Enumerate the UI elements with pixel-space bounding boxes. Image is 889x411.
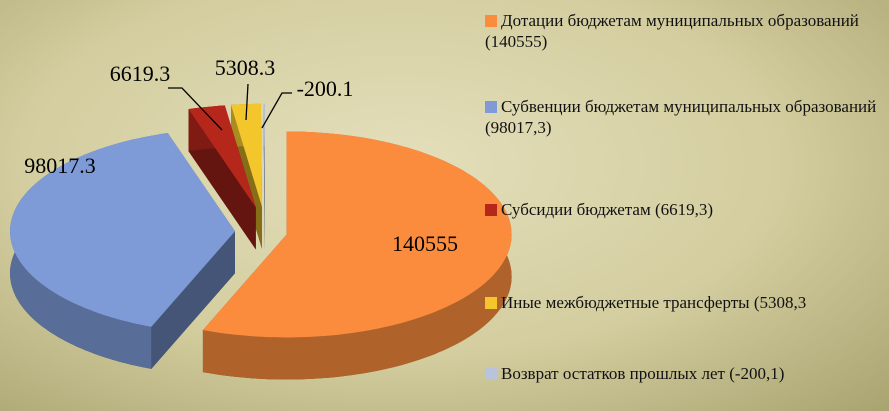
slice — [188, 105, 256, 208]
slice — [202, 131, 512, 338]
legend-label: Субвенции бюджетам муниципальных образов… — [485, 97, 877, 137]
data-label: 98017.3 — [24, 153, 96, 178]
slice — [231, 103, 262, 207]
legend-label: Возврат остатков прошлых лет (-200,1) — [501, 364, 785, 383]
legend-label: Субсидии бюджетам (6619,3) — [501, 200, 714, 219]
legend-label: Иные межбюджетные трансферты (5308,3 — [501, 293, 807, 312]
leader-line — [261, 92, 292, 129]
data-label: 5308.3 — [215, 55, 276, 80]
legend-item: Иные межбюджетные трансферты (5308,3 — [485, 292, 885, 313]
leader-line — [245, 83, 249, 121]
legend-item: Возврат остатков прошлых лет (-200,1) — [485, 363, 885, 384]
data-label: 140555 — [392, 231, 458, 256]
leader-line — [168, 87, 223, 131]
legend-swatch — [485, 15, 497, 27]
data-label: 6619.3 — [110, 61, 171, 86]
slice — [263, 103, 265, 207]
legend-item: Субвенции бюджетам муниципальных образов… — [485, 96, 885, 138]
legend-swatch — [485, 368, 497, 380]
legend-label: Дотации бюджетам муниципальных образован… — [485, 11, 859, 51]
data-label: -200.1 — [297, 76, 354, 101]
legend-swatch — [485, 297, 497, 309]
legend-swatch — [485, 204, 497, 216]
slice — [10, 133, 235, 327]
legend-item: Дотации бюджетам муниципальных образован… — [485, 10, 885, 52]
slice-wall — [151, 231, 235, 369]
legend-swatch — [485, 101, 497, 113]
legend-item: Субсидии бюджетам (6619,3) — [485, 199, 885, 220]
